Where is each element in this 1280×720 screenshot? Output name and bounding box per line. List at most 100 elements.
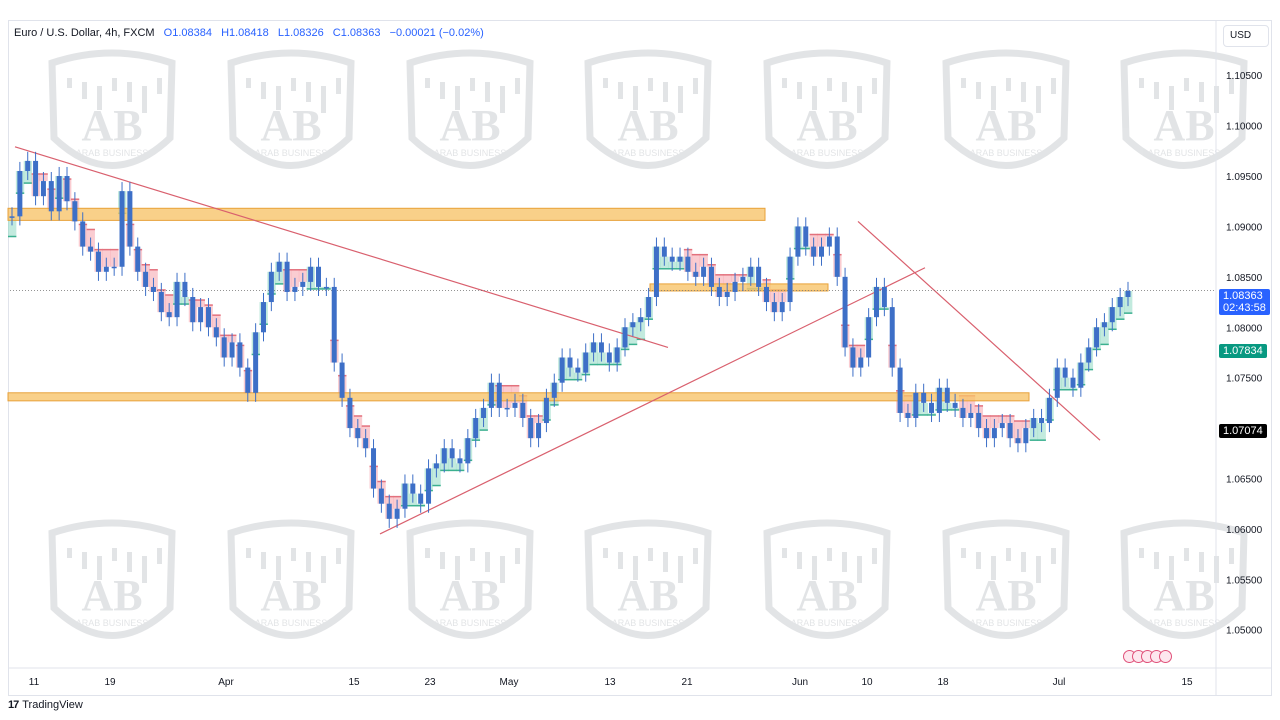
candle-body[interactable] — [724, 291, 730, 298]
candle-body[interactable] — [559, 357, 565, 383]
candle-body[interactable] — [677, 256, 683, 262]
candle-body[interactable] — [64, 176, 70, 202]
candle-body[interactable] — [433, 463, 439, 469]
candle-body[interactable] — [740, 276, 746, 282]
candle-body[interactable] — [221, 337, 227, 358]
candle-body[interactable] — [276, 261, 282, 272]
candle-body[interactable] — [905, 412, 911, 418]
candle-body[interactable] — [229, 342, 235, 358]
candle-body[interactable] — [685, 256, 691, 272]
candle-body[interactable] — [1070, 377, 1076, 388]
candle-body[interactable] — [331, 286, 337, 363]
candle-body[interactable] — [1007, 423, 1013, 439]
candle-body[interactable] — [693, 271, 699, 277]
symbol-legend[interactable]: Euro / U.S. Dollar, 4h, FXCM O1.08384 H1… — [14, 27, 484, 39]
candle-body[interactable] — [355, 428, 361, 439]
candle-body[interactable] — [371, 448, 377, 489]
candle-body[interactable] — [763, 286, 769, 303]
candle-body[interactable] — [488, 382, 494, 408]
candle-body[interactable] — [622, 327, 628, 348]
candle-body[interactable] — [1046, 397, 1052, 424]
candle-body[interactable] — [158, 291, 164, 313]
candle-body[interactable] — [944, 387, 950, 403]
currency-button[interactable]: USD — [1223, 25, 1269, 47]
candle-body[interactable] — [56, 176, 62, 212]
candle-body[interactable] — [25, 160, 31, 171]
candle-body[interactable] — [72, 201, 78, 222]
trendline[interactable] — [857, 220, 1101, 441]
tradingview-logo[interactable]: 17 TradingView — [8, 699, 83, 711]
candle-body[interactable] — [481, 407, 487, 418]
economic-events[interactable] — [1123, 650, 1172, 668]
candle-body[interactable] — [496, 382, 502, 408]
candle-body[interactable] — [567, 357, 573, 368]
candle-body[interactable] — [323, 286, 329, 289]
candle-body[interactable] — [143, 271, 149, 287]
candle-body[interactable] — [583, 352, 589, 373]
candle-body[interactable] — [1078, 362, 1084, 388]
candle-body[interactable] — [952, 402, 958, 408]
candle-body[interactable] — [1117, 297, 1123, 308]
candle-body[interactable] — [166, 312, 172, 318]
candle-body[interactable] — [410, 483, 416, 494]
candle-body[interactable] — [756, 266, 762, 287]
candle-body[interactable] — [1039, 417, 1045, 424]
candle-body[interactable] — [591, 342, 597, 353]
candle-body[interactable] — [1125, 290, 1131, 298]
price-zone[interactable] — [7, 207, 766, 221]
candle-body[interactable] — [716, 286, 722, 298]
candle-body[interactable] — [339, 362, 345, 398]
candle-body[interactable] — [850, 347, 856, 368]
candle-body[interactable] — [536, 423, 542, 439]
candle-body[interactable] — [929, 402, 935, 413]
event-flag-icon[interactable] — [1159, 650, 1172, 663]
candle-body[interactable] — [708, 266, 714, 287]
candle-body[interactable] — [198, 307, 204, 323]
candle-body[interactable] — [897, 367, 903, 413]
candle-body[interactable] — [292, 286, 298, 292]
candle-body[interactable] — [653, 246, 659, 298]
candle-body[interactable] — [818, 246, 824, 257]
candle-body[interactable] — [874, 286, 880, 318]
candle-body[interactable] — [205, 307, 211, 328]
candle-body[interactable] — [1015, 438, 1021, 444]
candle-body[interactable] — [826, 236, 832, 247]
candle-body[interactable] — [528, 417, 534, 439]
candle-body[interactable] — [834, 236, 840, 277]
candle-body[interactable] — [991, 428, 997, 439]
candle-body[interactable] — [811, 246, 817, 257]
candle-body[interactable] — [630, 322, 636, 328]
candle-body[interactable] — [732, 281, 738, 292]
candle-body[interactable] — [1086, 347, 1092, 363]
candle-body[interactable] — [426, 468, 432, 504]
candle-body[interactable] — [245, 367, 251, 393]
candle-body[interactable] — [119, 191, 125, 267]
candle-body[interactable] — [174, 281, 180, 318]
candle-body[interactable] — [17, 170, 23, 217]
candle-body[interactable] — [1094, 327, 1100, 348]
candle-body[interactable] — [614, 347, 620, 363]
candle-body[interactable] — [771, 302, 777, 313]
candle-body[interactable] — [135, 246, 141, 272]
candle-body[interactable] — [543, 397, 549, 424]
candle-body[interactable] — [999, 423, 1005, 429]
candle-body[interactable] — [936, 387, 942, 413]
candle-body[interactable] — [308, 266, 314, 282]
candle-body[interactable] — [795, 226, 801, 257]
candle-body[interactable] — [748, 266, 754, 277]
price-zone[interactable] — [649, 283, 829, 292]
candle-body[interactable] — [504, 407, 510, 410]
candle-body[interactable] — [512, 402, 518, 408]
candle-body[interactable] — [260, 302, 266, 333]
candle-body[interactable] — [889, 307, 895, 368]
candle-body[interactable] — [1023, 428, 1029, 444]
candle-body[interactable] — [976, 412, 982, 429]
candle-body[interactable] — [103, 266, 109, 272]
candle-body[interactable] — [598, 342, 604, 353]
candle-body[interactable] — [787, 256, 793, 303]
candle-body[interactable] — [646, 297, 652, 318]
candle-body[interactable] — [921, 392, 927, 403]
candle-body[interactable] — [520, 402, 526, 418]
candle-body[interactable] — [913, 392, 919, 418]
